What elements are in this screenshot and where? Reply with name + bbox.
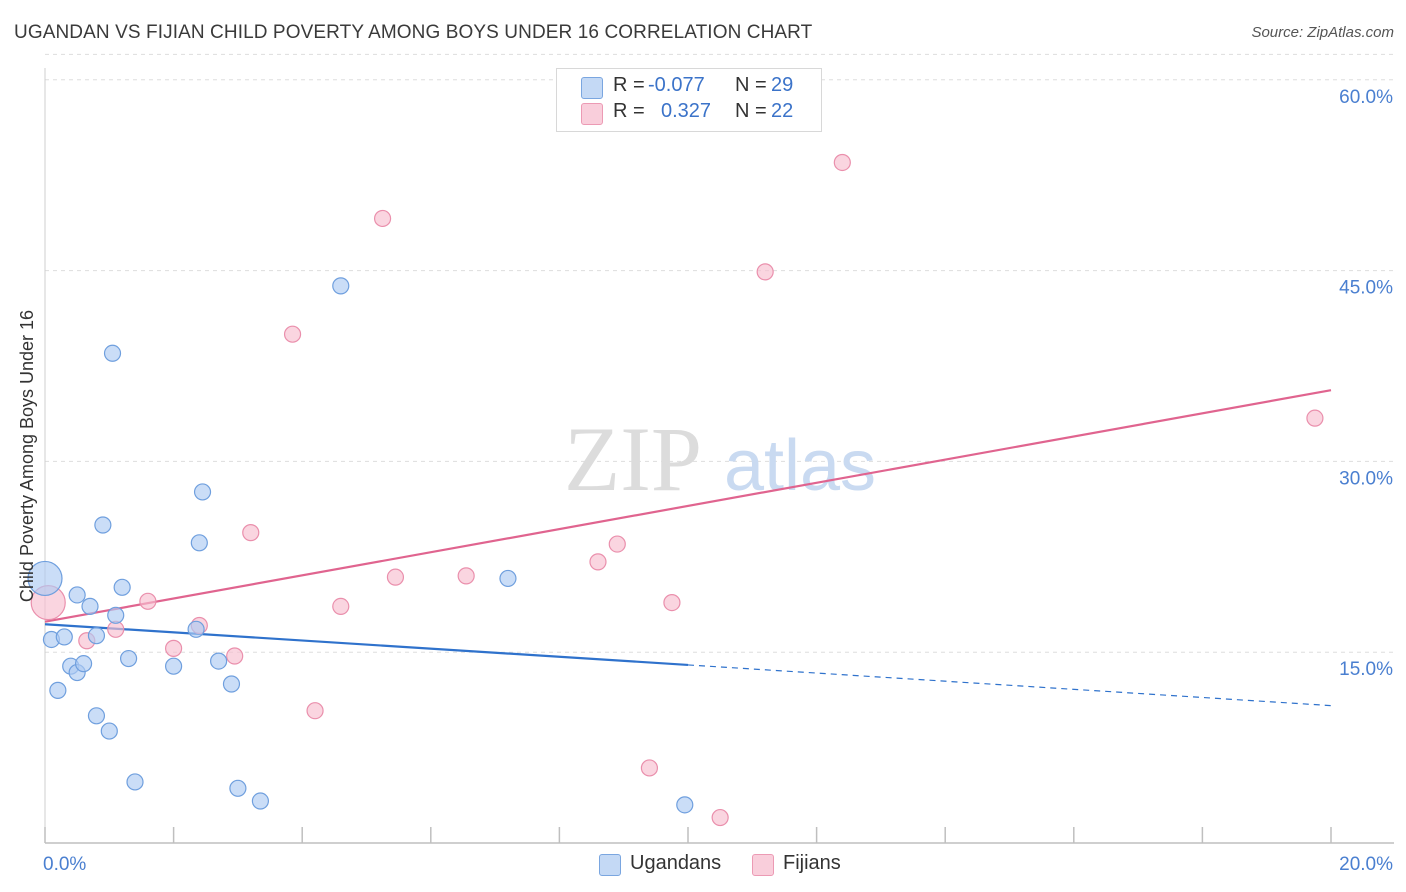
legend-swatch-fijians xyxy=(581,103,603,125)
point-fijians xyxy=(373,209,392,228)
x-tick-label: 20.0% xyxy=(1339,854,1393,875)
point-ugandans xyxy=(222,675,241,693)
point-ugandans xyxy=(165,657,183,675)
point-ugandans xyxy=(187,620,205,638)
series-legend: Ugandans Fijians xyxy=(0,850,1406,880)
watermark-atlas: atlas xyxy=(724,426,876,506)
point-fijians xyxy=(283,325,302,343)
point-ugandans xyxy=(55,628,73,646)
series-legend-fijians: Fijians xyxy=(783,852,841,874)
y-tick-label: 15.0% xyxy=(1339,659,1393,680)
legend-n-label-2: N = xyxy=(735,100,767,122)
source-credit: Source: ZipAtlas.com xyxy=(1251,24,1394,41)
y-tick-label: 45.0% xyxy=(1339,278,1393,299)
chart-title: UGANDAN VS FIJIAN CHILD POVERTY AMONG BO… xyxy=(14,22,813,43)
point-ugandans xyxy=(126,773,144,791)
point-ugandans xyxy=(332,277,350,295)
point-ugandans xyxy=(100,722,118,740)
legend-n-value-2: 22 xyxy=(771,100,794,122)
point-fijians xyxy=(306,702,324,720)
point-fijians xyxy=(640,759,659,777)
watermark: ZIP atlas xyxy=(564,408,876,510)
point-fijians xyxy=(1306,409,1324,427)
x-tick-label: 0.0% xyxy=(43,854,86,875)
point-ugandans xyxy=(229,779,247,797)
point-ugandans xyxy=(499,569,517,588)
series-legend-ugandans: Ugandans xyxy=(630,852,722,874)
series-legend-swatch-ugandans xyxy=(599,854,621,876)
point-ugandans xyxy=(113,578,131,596)
point-fijians xyxy=(608,535,626,553)
trendline-ugandans-extrapolated xyxy=(687,664,1332,707)
point-ugandans xyxy=(103,344,122,362)
point-ugandans xyxy=(251,792,270,810)
point-ugandans xyxy=(74,655,93,673)
point-ugandans xyxy=(27,560,63,597)
point-ugandans xyxy=(81,597,99,616)
point-fijians xyxy=(139,592,157,610)
series-legend-swatch-fijians xyxy=(752,854,774,876)
point-fijians xyxy=(332,597,350,616)
point-fijians xyxy=(457,567,475,585)
point-ugandans xyxy=(68,586,86,604)
point-fijians xyxy=(663,593,681,612)
legend-r-label-1: R = xyxy=(613,74,645,96)
watermark-zip: ZIP xyxy=(564,408,702,510)
legend-n-value-1: 29 xyxy=(771,74,794,96)
point-ugandans xyxy=(94,516,112,534)
point-fijians xyxy=(756,263,774,281)
trendline-fijians xyxy=(44,389,1332,623)
legend-r-label-2: R = xyxy=(613,100,645,122)
point-ugandans xyxy=(49,681,67,699)
point-ugandans xyxy=(210,652,228,670)
y-axis-label: Child Poverty Among Boys Under 16 xyxy=(17,310,37,602)
axes xyxy=(44,68,1394,844)
point-ugandans xyxy=(676,796,694,814)
point-fijians xyxy=(242,524,260,542)
y-tick-label: 60.0% xyxy=(1339,87,1393,108)
trend-lines xyxy=(44,389,1332,707)
point-ugandans xyxy=(87,627,106,645)
point-ugandans xyxy=(193,483,212,501)
y-tick-label: 30.0% xyxy=(1339,468,1393,489)
trendline-ugandans xyxy=(44,623,689,667)
point-ugandans xyxy=(119,649,138,668)
point-fijians xyxy=(165,639,183,657)
legend-r-value-2: 0.327 xyxy=(661,100,712,122)
point-fijians xyxy=(386,568,405,586)
legend-r-value-1: -0.077 xyxy=(648,74,705,96)
point-ugandans xyxy=(190,534,208,552)
correlation-legend: R = -0.077 N = 29 R = 0.327 N = 22 xyxy=(556,68,822,132)
legend-swatch-ugandans xyxy=(581,77,603,99)
point-fijians xyxy=(833,153,851,172)
tick-labels: 15.0% 30.0% 45.0% 60.0% 0.0% 20.0% xyxy=(43,87,1393,875)
data-points xyxy=(27,153,1324,827)
point-fijians xyxy=(226,647,244,665)
grid-lines xyxy=(45,53,1394,653)
legend-n-label-1: N = xyxy=(735,74,767,96)
point-ugandans xyxy=(107,606,125,624)
point-ugandans xyxy=(87,707,106,725)
point-fijians xyxy=(711,808,729,827)
point-fijians xyxy=(589,553,607,571)
